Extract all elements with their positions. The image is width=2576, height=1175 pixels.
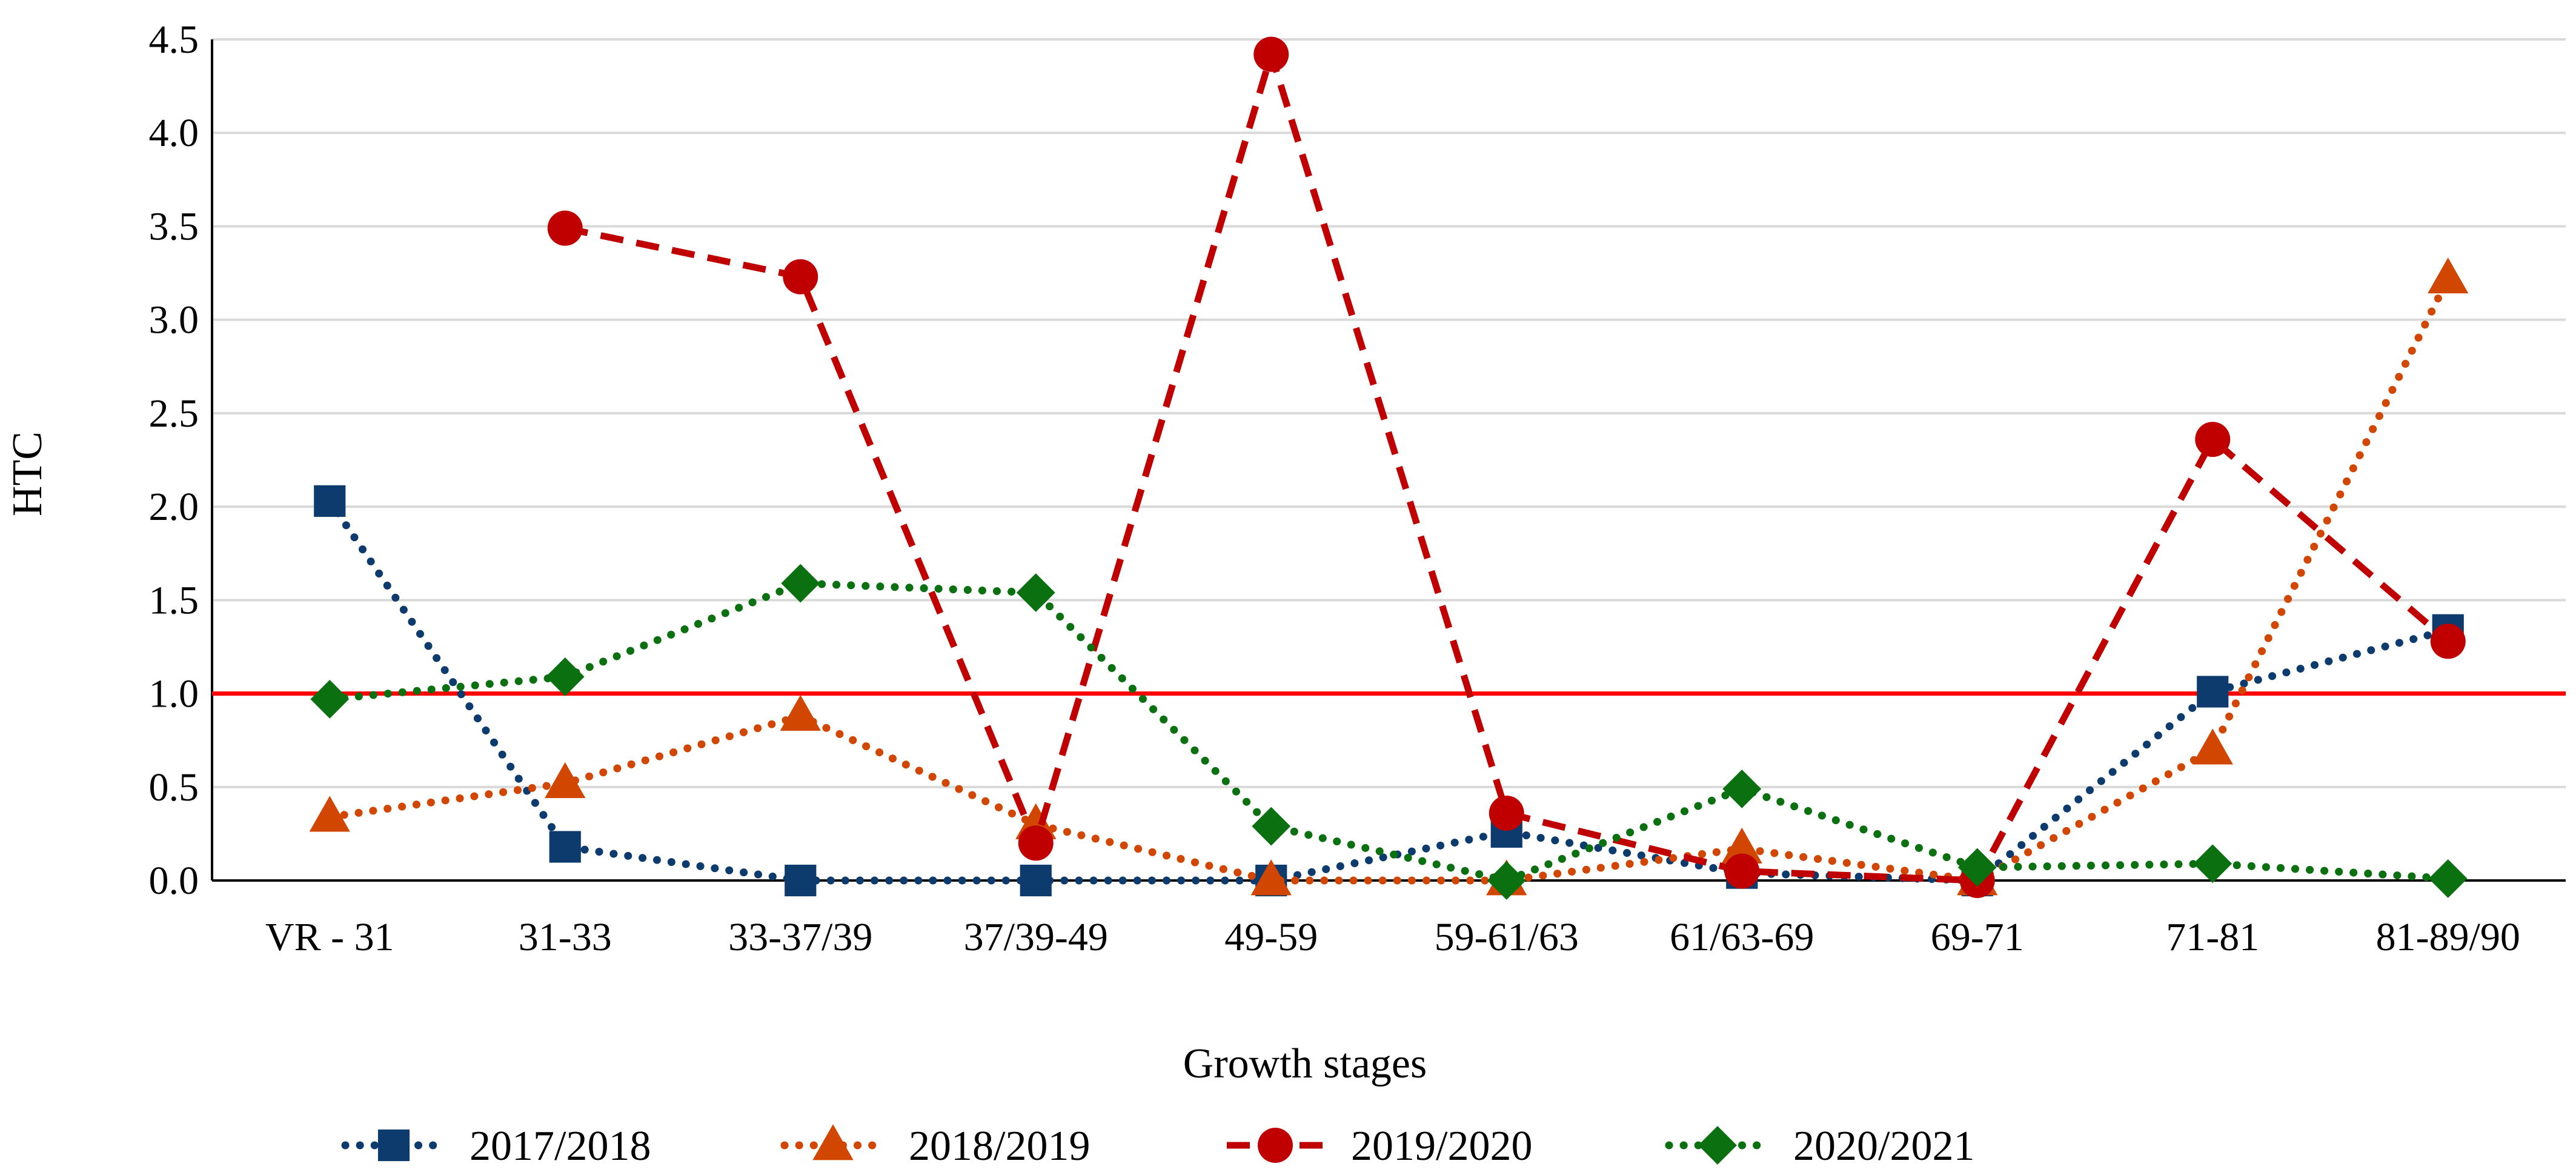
- legend-label: 2019/2020: [1351, 1123, 1532, 1170]
- y-tick-label: 1.0: [149, 672, 199, 716]
- y-tick-label: 2.0: [149, 485, 199, 529]
- legend-label: 2017/2018: [470, 1123, 651, 1170]
- data-point: [1018, 825, 1054, 861]
- y-tick-label: 0.0: [149, 859, 199, 903]
- legend-marker: [812, 1124, 854, 1160]
- data-point: [1722, 769, 1762, 808]
- data-point: [780, 694, 821, 731]
- series-line: [325, 275, 2452, 885]
- data-point: [2193, 844, 2232, 884]
- data-point: [545, 762, 586, 798]
- axes: [211, 39, 2566, 882]
- data-point: [309, 796, 350, 832]
- y-tick-labels: 0.0 0.5 1.0 1.5 2.0 2.5 3.0 3.5 4.0 4.5: [149, 18, 199, 903]
- data-point: [545, 657, 585, 696]
- y-tick-label: 4.5: [149, 18, 199, 62]
- series-2017-2018: [314, 485, 2464, 897]
- y-tick-label: 2.5: [149, 391, 199, 436]
- y-tick-label: 1.5: [149, 578, 199, 622]
- legend-marker: [1698, 1126, 1737, 1165]
- data-point: [1253, 36, 1289, 72]
- data-point: [314, 485, 346, 517]
- legend-marker: [1258, 1128, 1293, 1163]
- x-tick-label: 61/63-69: [1670, 915, 1814, 959]
- x-tick-label: 81-89/90: [2376, 915, 2520, 959]
- legend-label: 2018/2019: [909, 1123, 1090, 1170]
- data-point: [1020, 864, 1052, 897]
- data-point: [549, 831, 581, 863]
- x-tick-label: VR - 31: [265, 915, 394, 959]
- data-point: [1487, 861, 1526, 900]
- series-line: [325, 497, 2452, 885]
- legend: 2017/2018 2018/2019 2019/2020 2020/2021: [341, 1123, 1974, 1170]
- x-tick-label: 31-33: [519, 915, 612, 959]
- data-point: [1721, 827, 1762, 864]
- data-point: [2428, 258, 2469, 294]
- x-tick-label: 69-71: [1931, 915, 2024, 959]
- data-point: [2430, 624, 2466, 659]
- data-point: [1489, 795, 1524, 831]
- data-point: [783, 259, 818, 295]
- data-point: [781, 564, 820, 603]
- x-tick-label: 37/39-49: [964, 915, 1108, 959]
- y-tick-label: 4.0: [149, 111, 199, 155]
- data-point: [1724, 853, 1760, 889]
- x-tick-label: 49-59: [1224, 915, 1318, 959]
- data-point: [1252, 807, 1291, 846]
- series-2020-2021: [310, 564, 2468, 900]
- data-point: [2192, 728, 2233, 765]
- data-point: [2195, 422, 2231, 458]
- data-point: [547, 210, 583, 246]
- data-point: [2197, 676, 2229, 708]
- legend-item: 2020/2021: [1665, 1123, 1974, 1170]
- series-line: [325, 579, 2452, 885]
- x-tick-label: 33-37/39: [728, 915, 872, 959]
- series-line: [564, 51, 2451, 884]
- y-tick-label: 0.5: [149, 765, 199, 810]
- data-point: [2428, 859, 2468, 898]
- y-tick-label: 3.0: [149, 298, 199, 342]
- legend-item: 2019/2020: [1227, 1123, 1532, 1170]
- data-point: [310, 679, 350, 719]
- y-tick-label: 3.5: [149, 204, 199, 248]
- x-tick-label: 71-81: [2166, 915, 2259, 959]
- x-tick-label: 59-61/63: [1435, 915, 1579, 959]
- legend-marker: [377, 1129, 410, 1162]
- legend-item: 2018/2019: [780, 1123, 1090, 1170]
- data-point: [1250, 859, 1292, 896]
- x-axis-title: Growth stages: [1183, 1040, 1427, 1087]
- series-2019-2020: [547, 36, 2466, 898]
- data-point: [1016, 573, 1055, 612]
- series-2018-2019: [309, 258, 2469, 896]
- data-point: [785, 864, 817, 897]
- x-tick-labels: VR - 31 31-33 33-37/39 37/39-49 49-59 59-61/6…: [265, 915, 2520, 959]
- data-point: [1957, 848, 1997, 887]
- series-layer: [309, 36, 2469, 900]
- legend-item: 2017/2018: [341, 1123, 651, 1170]
- legend-label: 2020/2021: [1793, 1123, 1974, 1170]
- y-axis-title: HTC: [4, 431, 51, 516]
